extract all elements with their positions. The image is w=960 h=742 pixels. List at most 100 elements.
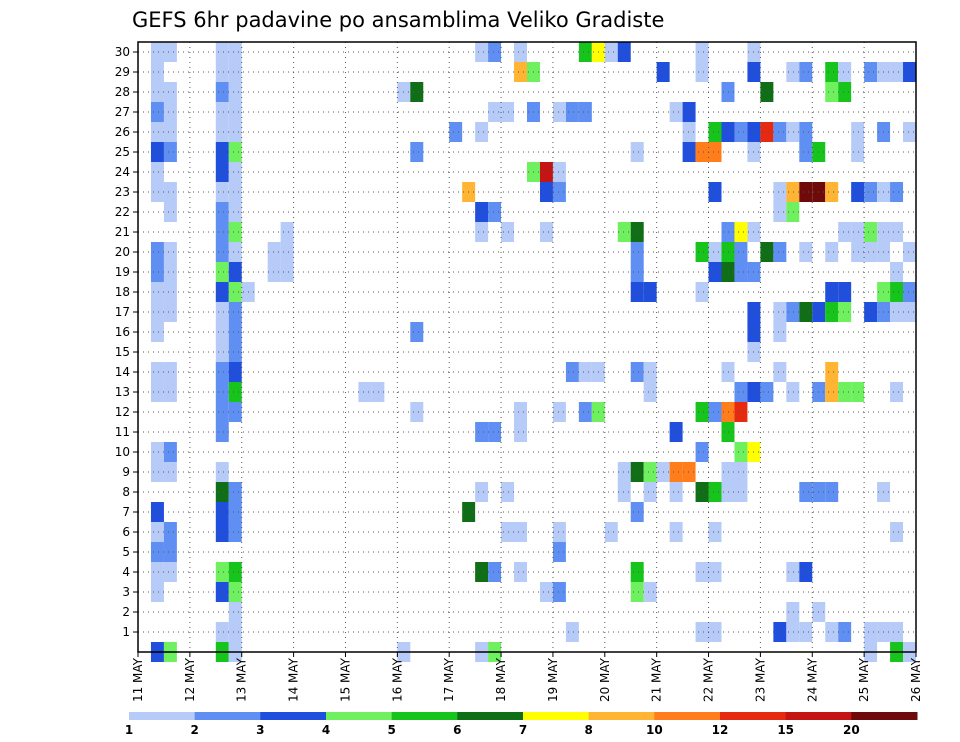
precip-cell <box>630 282 644 302</box>
precip-cell <box>682 462 696 482</box>
precip-cell <box>228 182 242 202</box>
precip-cell <box>643 362 657 382</box>
precip-cell <box>721 482 735 502</box>
precip-cell <box>864 622 878 642</box>
precip-cell <box>514 562 527 582</box>
precip-cell <box>903 122 916 142</box>
precip-cell <box>475 122 489 142</box>
precip-cell <box>682 142 696 162</box>
precip-cell <box>552 582 566 602</box>
precip-cell <box>228 522 242 542</box>
precip-cell <box>539 182 553 202</box>
precip-cell <box>215 182 229 202</box>
precip-cell <box>695 562 709 582</box>
precip-cell <box>838 622 852 642</box>
precip-cell <box>228 142 242 162</box>
x-tick-label: 17 MAY <box>442 657 456 702</box>
precip-cell <box>578 362 592 382</box>
precip-cell <box>215 302 229 322</box>
precip-cell <box>695 242 709 262</box>
precip-cell <box>215 622 229 642</box>
precip-cell <box>786 602 800 622</box>
y-tick-label: 8 <box>122 485 130 499</box>
x-tick-label: 25 MAY <box>857 657 871 702</box>
precip-cell <box>773 122 787 142</box>
precip-cell <box>488 422 502 442</box>
precip-cell <box>825 182 839 202</box>
precip-cell <box>552 102 566 122</box>
precip-cell <box>228 202 242 222</box>
precip-cell <box>760 382 774 402</box>
precip-cell <box>799 182 813 202</box>
precip-cell <box>228 582 242 602</box>
precip-cell <box>721 362 735 382</box>
y-tick-label: 17 <box>115 305 130 319</box>
precip-cell <box>786 562 800 582</box>
precip-cell <box>150 162 164 182</box>
heatmap-cells <box>150 42 916 662</box>
precip-cell <box>163 542 177 562</box>
precip-cell <box>682 122 696 142</box>
precip-cell <box>215 482 229 502</box>
precip-cell <box>643 482 657 502</box>
precip-cell <box>215 522 229 542</box>
precip-cell <box>163 102 177 122</box>
precip-cell <box>890 282 904 302</box>
precip-cell <box>617 482 631 502</box>
precip-cell <box>150 562 164 582</box>
precip-cell <box>630 242 644 262</box>
y-tick-label: 27 <box>115 105 130 119</box>
x-tick-label: 21 MAY <box>650 657 664 702</box>
precip-cell <box>864 182 878 202</box>
precip-cell <box>773 202 787 222</box>
precip-cell <box>695 142 709 162</box>
precip-cell <box>150 382 164 402</box>
precip-cell <box>734 122 748 142</box>
precip-cell <box>890 262 904 282</box>
precip-cell <box>215 502 229 522</box>
precip-cell <box>280 242 294 262</box>
precip-cell <box>617 42 631 62</box>
x-tick-label: 18 MAY <box>494 657 508 702</box>
precip-cell <box>695 42 709 62</box>
precip-cell <box>228 122 242 142</box>
y-tick-label: 28 <box>115 85 130 99</box>
colorbar-label: 8 <box>584 723 592 737</box>
precip-cell <box>163 562 177 582</box>
y-tick-label: 30 <box>115 45 130 59</box>
y-tick-label: 12 <box>115 405 130 419</box>
precip-cell <box>786 122 800 142</box>
precip-cell <box>552 542 566 562</box>
grid-lines <box>138 42 916 652</box>
y-tick-label: 13 <box>115 385 130 399</box>
precip-cell <box>228 602 242 622</box>
precip-cell <box>215 142 229 162</box>
precip-cell <box>163 282 177 302</box>
precip-cell <box>617 462 631 482</box>
precip-cell <box>514 522 527 542</box>
precip-cell <box>708 182 722 202</box>
colorbar-label: 20 <box>843 723 860 737</box>
precip-cell <box>734 402 748 422</box>
precip-cell <box>578 42 592 62</box>
precip-cell <box>215 382 229 402</box>
y-tick-label: 11 <box>115 425 130 439</box>
precip-cell <box>215 242 229 262</box>
precip-cell <box>708 142 722 162</box>
precip-cell <box>825 242 839 262</box>
precip-cell <box>514 402 527 422</box>
precip-cell <box>150 182 164 202</box>
precip-cell <box>215 122 229 142</box>
precip-cell <box>228 342 242 362</box>
y-tick-label: 25 <box>115 145 130 159</box>
precip-cell <box>475 222 489 242</box>
x-tick-label: 12 MAY <box>183 657 197 702</box>
precip-cell <box>799 482 813 502</box>
precip-cell <box>150 62 164 82</box>
precip-cell <box>228 402 242 422</box>
precip-cell <box>150 542 164 562</box>
precip-cell <box>773 242 787 262</box>
precip-cell <box>825 282 839 302</box>
precip-cell <box>786 182 800 202</box>
